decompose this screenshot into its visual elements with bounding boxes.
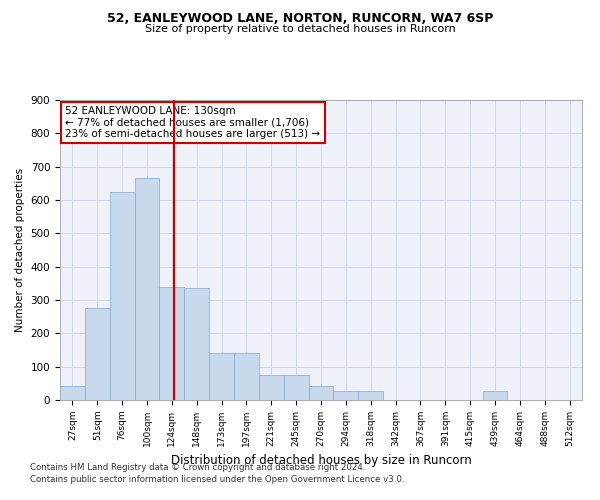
Bar	[60, 386, 85, 400]
Bar	[358, 390, 383, 400]
Bar	[85, 308, 110, 400]
Bar	[308, 386, 334, 400]
Text: 52 EANLEYWOOD LANE: 130sqm
← 77% of detached houses are smaller (1,706)
23% of s: 52 EANLEYWOOD LANE: 130sqm ← 77% of deta…	[65, 106, 320, 139]
Bar	[110, 192, 134, 400]
Text: Contains HM Land Registry data © Crown copyright and database right 2024.: Contains HM Land Registry data © Crown c…	[30, 464, 365, 472]
Bar	[209, 354, 234, 400]
Bar	[284, 375, 308, 400]
Bar	[334, 390, 358, 400]
Bar	[482, 390, 508, 400]
Text: Size of property relative to detached houses in Runcorn: Size of property relative to detached ho…	[145, 24, 455, 34]
Bar	[184, 288, 209, 400]
Bar	[234, 354, 259, 400]
X-axis label: Distribution of detached houses by size in Runcorn: Distribution of detached houses by size …	[170, 454, 472, 468]
Text: Contains public sector information licensed under the Open Government Licence v3: Contains public sector information licen…	[30, 475, 404, 484]
Bar	[160, 286, 184, 400]
Bar	[259, 375, 284, 400]
Bar	[134, 178, 160, 400]
Y-axis label: Number of detached properties: Number of detached properties	[15, 168, 25, 332]
Text: 52, EANLEYWOOD LANE, NORTON, RUNCORN, WA7 6SP: 52, EANLEYWOOD LANE, NORTON, RUNCORN, WA…	[107, 12, 493, 26]
